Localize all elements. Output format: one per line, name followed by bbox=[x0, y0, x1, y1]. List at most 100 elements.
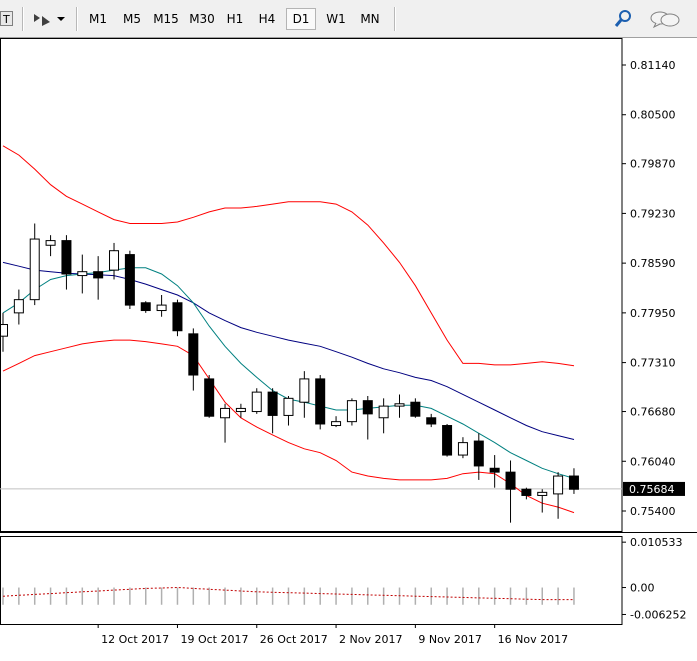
candle-body bbox=[489, 467, 500, 473]
candle bbox=[568, 468, 579, 494]
candle bbox=[331, 416, 342, 428]
candle bbox=[457, 437, 468, 459]
candle bbox=[188, 328, 199, 391]
candle-body bbox=[568, 475, 579, 490]
svg-text:T: T bbox=[2, 13, 10, 26]
candle-body bbox=[331, 421, 342, 427]
toolbar-separator bbox=[394, 7, 396, 31]
candle-body bbox=[13, 299, 24, 314]
timeframe-button-d1[interactable]: D1 bbox=[286, 8, 316, 30]
candle bbox=[204, 375, 215, 418]
timeframe-button-w1[interactable]: W1 bbox=[326, 12, 346, 26]
candle-body bbox=[109, 250, 120, 271]
candle bbox=[109, 242, 120, 280]
candle-body bbox=[553, 475, 564, 495]
candle-body bbox=[505, 471, 516, 490]
toolbar-separator bbox=[76, 7, 78, 31]
candle bbox=[442, 423, 453, 457]
candle bbox=[473, 433, 484, 480]
timeframe-button-m30[interactable]: M30 bbox=[189, 12, 215, 26]
candle-body bbox=[346, 400, 357, 423]
candle-body bbox=[77, 271, 88, 277]
indicator-axis-label: 0.010533 bbox=[630, 536, 683, 549]
candle bbox=[394, 394, 405, 418]
chart-toolbar: T M1 M5 M15 M30 H1 H4 D1 W1 MN bbox=[0, 0, 697, 38]
price-axis-label: 0.77310 bbox=[630, 357, 676, 370]
candle-body bbox=[442, 425, 453, 456]
arrows-tool-icon[interactable] bbox=[30, 8, 52, 30]
candle bbox=[61, 235, 72, 290]
dropdown-arrow-icon[interactable] bbox=[54, 8, 68, 30]
candle bbox=[553, 472, 564, 519]
candle-body bbox=[29, 238, 40, 301]
moving-average-fast-line bbox=[2, 267, 575, 479]
candle bbox=[537, 489, 548, 513]
candle bbox=[13, 289, 24, 325]
candle-body bbox=[93, 271, 104, 279]
candle bbox=[93, 256, 104, 300]
candle-body bbox=[140, 302, 151, 312]
candle bbox=[251, 388, 262, 414]
current-price-tag bbox=[623, 481, 685, 496]
time-axis-label: 19 Oct 2017 bbox=[180, 633, 248, 646]
candle-body bbox=[521, 488, 532, 496]
price-axis-label: 0.75400 bbox=[630, 505, 676, 518]
timeframe-button-m5[interactable]: M5 bbox=[123, 12, 141, 26]
indicator-axis-label: -0.006252 bbox=[630, 608, 686, 621]
candle-body bbox=[378, 405, 389, 419]
candle bbox=[362, 396, 373, 440]
indicator-signal-line bbox=[2, 586, 574, 601]
candle bbox=[505, 460, 516, 523]
candle bbox=[235, 403, 246, 418]
toolbar-separator bbox=[22, 7, 24, 31]
candle bbox=[378, 398, 389, 434]
candle-body bbox=[267, 391, 278, 416]
timeframe-button-mn[interactable]: MN bbox=[360, 12, 380, 26]
price-axis-label: 0.76040 bbox=[630, 455, 676, 468]
candle bbox=[156, 294, 167, 317]
chat-icon[interactable] bbox=[648, 8, 682, 30]
timeframe-button-m1[interactable]: M1 bbox=[89, 12, 107, 26]
bollinger-upper-line bbox=[2, 145, 575, 367]
candle bbox=[283, 396, 294, 426]
candle bbox=[346, 398, 357, 426]
candle-body bbox=[124, 254, 135, 306]
candle-body bbox=[204, 378, 215, 417]
candle-body bbox=[457, 442, 468, 456]
candle bbox=[489, 455, 500, 488]
timeframe-button-h1[interactable]: H1 bbox=[226, 12, 244, 26]
candle-body bbox=[362, 400, 373, 415]
candle-body bbox=[426, 417, 437, 425]
price-chart[interactable]: 0.81140 0.80500 0.79870 0.79230 0.78590 0.779… bbox=[0, 38, 697, 658]
candle-body bbox=[394, 403, 405, 407]
chart-area[interactable]: 0.81140 0.80500 0.79870 0.79230 0.78590 0.779… bbox=[0, 38, 697, 658]
main-plot-group bbox=[1, 145, 579, 523]
search-icon[interactable] bbox=[612, 8, 634, 30]
candle-body bbox=[45, 240, 56, 246]
candle bbox=[426, 413, 437, 428]
candle-body bbox=[251, 391, 262, 413]
candle-body bbox=[1, 324, 8, 337]
indicator-axis-label: 0.00 bbox=[630, 582, 655, 595]
candle bbox=[29, 223, 40, 306]
time-axis-label: 26 Oct 2017 bbox=[260, 633, 328, 646]
candle bbox=[140, 301, 151, 313]
candle bbox=[77, 254, 88, 294]
price-axis-label: 0.78590 bbox=[630, 257, 676, 270]
candle-body bbox=[172, 302, 183, 332]
timeframe-button-h4[interactable]: H4 bbox=[258, 12, 276, 26]
price-axis-label: 0.81140 bbox=[630, 59, 676, 72]
candle bbox=[1, 312, 8, 352]
candle-body bbox=[220, 407, 231, 419]
candle-body bbox=[410, 401, 421, 417]
candle bbox=[172, 299, 183, 337]
candle bbox=[267, 388, 278, 434]
time-axis-label: 9 Nov 2017 bbox=[418, 633, 481, 646]
timeframe-button-m15[interactable]: M15 bbox=[153, 12, 179, 26]
bollinger-lower-line bbox=[2, 339, 575, 514]
candle bbox=[45, 235, 56, 257]
price-axis-label: 0.76680 bbox=[630, 406, 676, 419]
time-axis-label: 12 Oct 2017 bbox=[101, 633, 169, 646]
candle-body bbox=[299, 378, 310, 403]
text-tool-icon[interactable]: T bbox=[0, 8, 16, 30]
